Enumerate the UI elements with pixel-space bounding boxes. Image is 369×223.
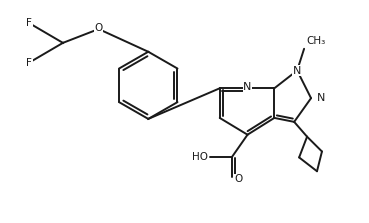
Text: N: N bbox=[293, 66, 301, 76]
Text: N: N bbox=[317, 93, 325, 103]
Text: N: N bbox=[243, 82, 252, 92]
Text: O: O bbox=[94, 23, 103, 33]
Text: F: F bbox=[26, 18, 32, 28]
Text: CH₃: CH₃ bbox=[306, 36, 325, 46]
Text: F: F bbox=[26, 58, 32, 68]
Text: HO: HO bbox=[192, 153, 208, 162]
Text: O: O bbox=[235, 174, 243, 184]
